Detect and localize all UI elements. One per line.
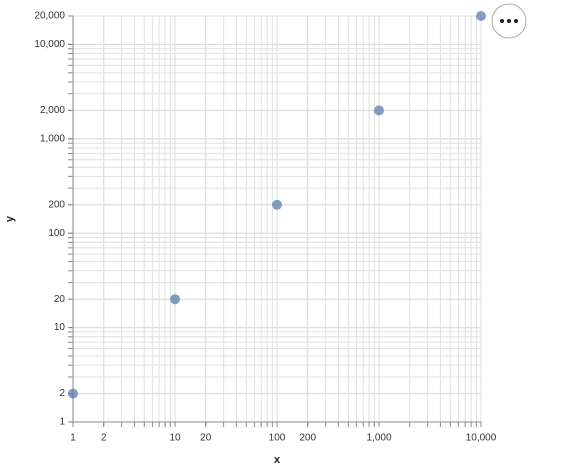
x-tick-label: 10,000 <box>466 433 497 444</box>
menu-dot[interactable] <box>507 19 511 23</box>
grid <box>72 15 482 423</box>
marks <box>68 11 486 399</box>
point <box>272 199 282 210</box>
y-tick-label: 1 <box>59 417 65 428</box>
x-tick-label: 20 <box>200 433 212 444</box>
point <box>374 105 384 116</box>
y-tick-label: 2,000 <box>40 105 65 116</box>
point <box>476 11 486 21</box>
point <box>170 294 180 305</box>
y-tick-label: 100 <box>48 228 65 239</box>
y-tick-label: 20 <box>54 294 66 305</box>
axes: 1 2 10 20 100 200 1,000 10,000 1 2 10 20 100 200 1,000… <box>34 11 496 444</box>
x-tick-label: 1 <box>70 433 76 444</box>
menu-button[interactable] <box>491 3 527 39</box>
y-tick-label: 200 <box>48 199 65 210</box>
y-axis-title: y <box>4 215 16 222</box>
point <box>68 388 78 399</box>
y-tick-label: 1,000 <box>40 133 65 144</box>
x-tick-label: 200 <box>299 433 316 444</box>
x-tick-label: 10 <box>169 433 181 444</box>
x-tick-label: 2 <box>101 433 107 444</box>
menu-dot[interactable] <box>514 19 518 23</box>
menu-dot[interactable] <box>500 19 504 23</box>
y-tick-label: 20,000 <box>34 11 65 22</box>
x-tick-label: 1,000 <box>366 433 391 444</box>
y-tick-label: 2 <box>59 388 65 399</box>
x-tick-label: 100 <box>269 433 286 444</box>
x-axis-title: x <box>274 454 281 466</box>
y-tick-label: 10,000 <box>34 39 65 50</box>
y-tick-label: 10 <box>54 322 66 333</box>
